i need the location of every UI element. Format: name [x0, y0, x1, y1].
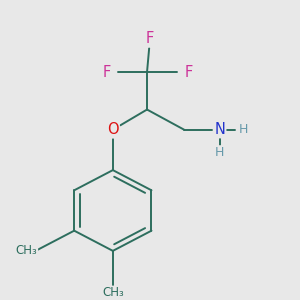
Text: CH₃: CH₃: [16, 244, 38, 257]
Text: F: F: [103, 64, 111, 80]
Text: N: N: [214, 122, 225, 137]
Text: H: H: [239, 123, 248, 136]
Text: H: H: [215, 146, 224, 159]
Text: F: F: [146, 32, 154, 46]
Text: F: F: [184, 64, 193, 80]
Text: CH₃: CH₃: [102, 286, 124, 299]
Text: O: O: [107, 122, 119, 137]
